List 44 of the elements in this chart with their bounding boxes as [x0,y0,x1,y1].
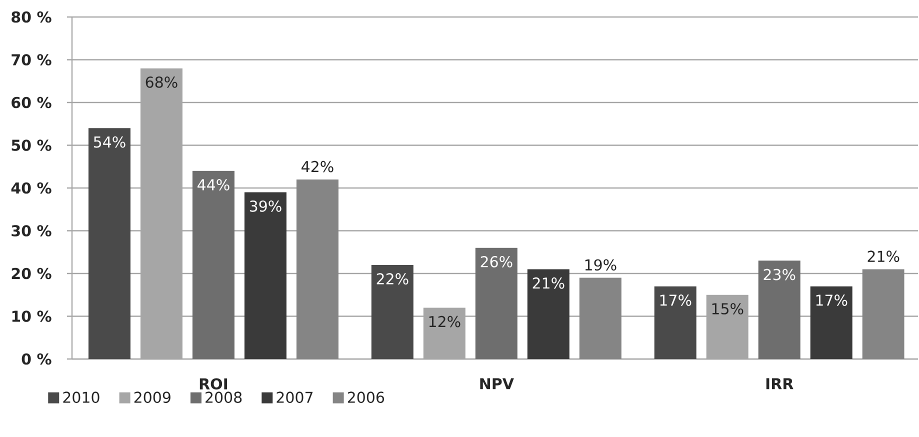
data-label: 15% [712,303,744,314]
bar [475,248,518,359]
y-tick-label: 30 % [12,225,52,236]
data-label: 42% [302,160,334,172]
x-tick-label: ROI [200,378,228,390]
y-tick-label: 40 % [11,182,52,194]
bar [192,170,234,359]
data-label: 17% [816,294,848,306]
legend-label: 2010 [63,392,100,403]
bar [296,179,338,359]
y-tick-label: 50 % [12,140,52,151]
bar [579,278,622,359]
data-label: 44% [198,179,230,190]
data-label: 19% [585,259,616,271]
bar [758,260,800,359]
data-label: 68% [146,76,178,88]
y-tick-label: 20 % [12,268,52,280]
legend-label: 2008 [206,392,242,403]
legend-label: 2007 [276,392,313,403]
data-label: 17% [660,294,692,306]
data-label: 39% [250,200,282,212]
bar [371,264,414,359]
data-label: 12% [429,316,460,328]
data-label: 22% [376,273,408,285]
bar [88,128,130,359]
y-tick-label: 70 % [12,54,52,66]
bar [527,269,570,359]
bar [244,192,286,359]
data-label: 21% [532,277,564,289]
data-label: 26% [480,256,512,268]
y-tick-label: 10 % [12,310,52,322]
y-tick-label: 80 % [12,11,52,23]
data-label: 54% [94,136,126,148]
bar [654,286,696,359]
y-tick-label: 0 % [22,353,52,365]
data-label: 23% [764,268,796,280]
bar [862,269,904,359]
legend-label: 2009 [134,392,170,403]
legend-label: 2006 [348,392,384,403]
bar [810,286,852,359]
x-tick-label: IRR [766,378,794,390]
x-tick-label: NPV [480,378,514,390]
y-tick-label: 60 % [12,96,52,108]
data-label: 21% [868,250,900,262]
